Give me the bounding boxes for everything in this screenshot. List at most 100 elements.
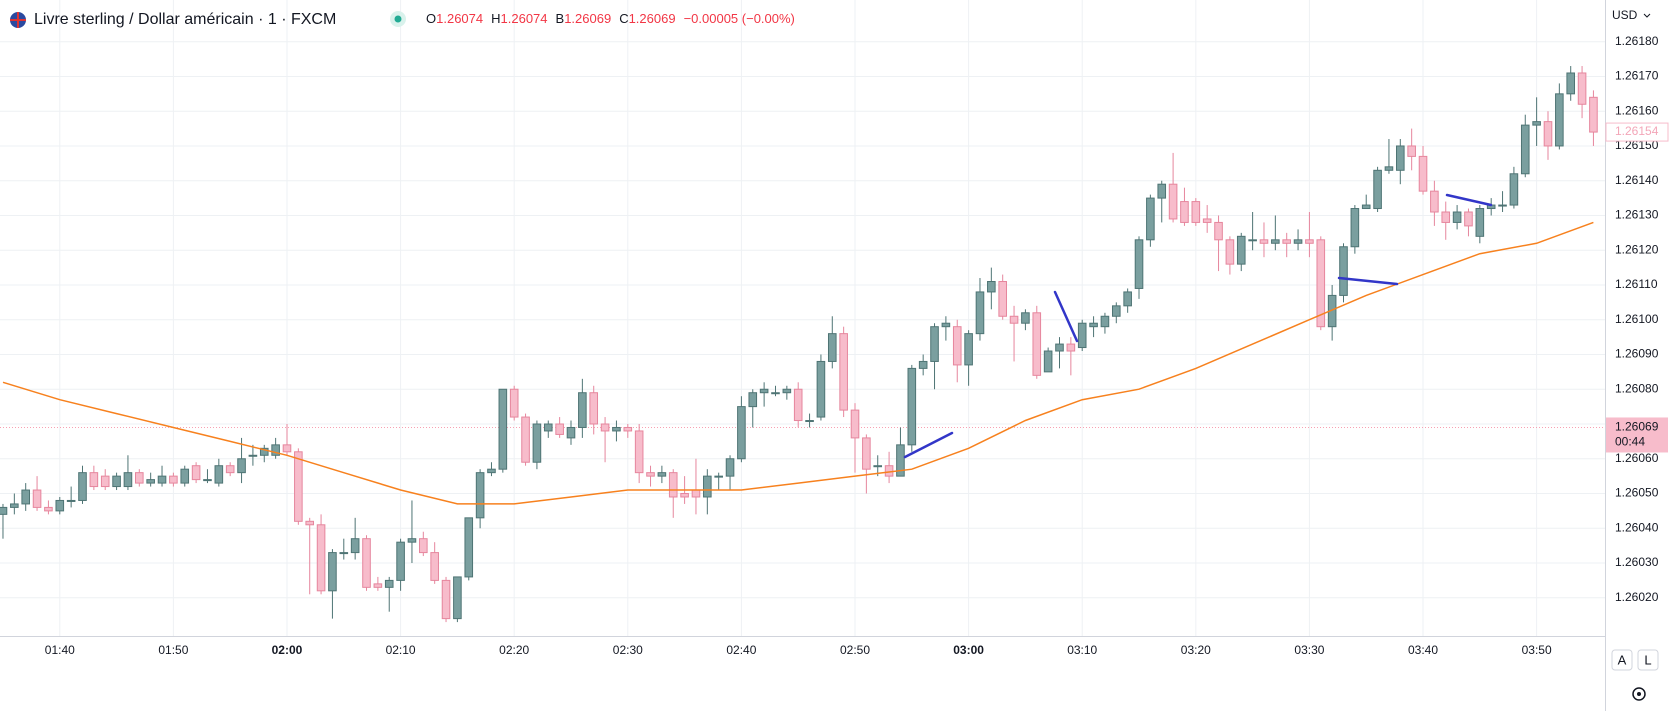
candle-body — [623, 426, 633, 432]
candle-body — [1509, 173, 1519, 206]
candle-body — [498, 388, 508, 470]
ohlc-label: C — [619, 11, 628, 26]
y-tick-label: 1.26170 — [1615, 69, 1659, 83]
candle-body — [305, 520, 315, 526]
candle-body — [1316, 239, 1326, 328]
candle-body — [1305, 239, 1314, 244]
candle-body — [464, 517, 474, 578]
auto-scale-label[interactable]: A — [1618, 652, 1627, 667]
trend-line[interactable] — [903, 431, 954, 459]
currency-caret — [1643, 13, 1651, 18]
x-tick-label: 02:30 — [613, 643, 643, 657]
candle-body — [793, 388, 803, 422]
candle-body — [634, 430, 644, 474]
log-scale-label[interactable]: L — [1644, 652, 1651, 667]
candle-body — [952, 326, 962, 366]
y-tick-label: 1.26020 — [1615, 590, 1659, 604]
y-tick-label: 1.26140 — [1615, 173, 1659, 187]
currency-button[interactable]: USD — [1612, 8, 1638, 22]
candle-body — [1384, 166, 1394, 171]
candle-body — [1566, 72, 1576, 95]
candle-body — [1055, 343, 1064, 352]
x-tick-label: 02:40 — [726, 643, 756, 657]
candle-body — [589, 392, 599, 425]
log-scale-button[interactable] — [1637, 649, 1659, 671]
auto-scale-button[interactable] — [1611, 649, 1633, 671]
candle-body — [384, 579, 394, 588]
candle-body — [782, 388, 792, 394]
candle-body — [44, 506, 53, 512]
candle-body — [737, 406, 746, 460]
y-tick-label: 1.26130 — [1615, 208, 1659, 222]
trend-line[interactable] — [1337, 276, 1399, 286]
candle-body — [1146, 197, 1155, 241]
candle-body — [191, 465, 201, 481]
candle-body — [987, 281, 996, 293]
candle-body — [691, 489, 701, 498]
y-tick-label: 1.26030 — [1615, 555, 1659, 569]
candle-body — [180, 468, 190, 484]
candle-body — [396, 541, 405, 581]
x-tick-label: 03:40 — [1408, 643, 1438, 657]
ohlc-value: 1.26074 — [436, 11, 483, 26]
candle-body — [998, 281, 1007, 317]
candle-body — [1100, 315, 1110, 328]
settings-button[interactable] — [1632, 687, 1646, 701]
candle-body — [816, 360, 826, 418]
candle-body — [543, 423, 553, 432]
candle-body — [555, 423, 564, 435]
candle-body — [1123, 291, 1132, 307]
candle-body — [566, 426, 576, 439]
symbol-title[interactable]: Livre sterling / Dollar américain · 1 · … — [34, 11, 336, 28]
x-tick-label: 02:50 — [840, 643, 870, 657]
y-tick-label: 1.26050 — [1615, 486, 1659, 500]
candle-body — [509, 388, 519, 418]
candle-body — [123, 472, 133, 488]
candle-body — [214, 465, 224, 484]
candle-body — [157, 475, 167, 484]
candle-body — [612, 426, 621, 432]
candle-body — [1498, 204, 1507, 207]
current-price-label: 1.26069 — [1615, 420, 1659, 434]
candle-body — [1475, 208, 1485, 237]
moving-average — [2, 221, 1594, 505]
plot-area — [0, 0, 1605, 636]
candle-body — [407, 538, 417, 543]
candle-body — [805, 420, 814, 423]
candle-body — [1350, 208, 1360, 248]
candle-body — [1555, 93, 1564, 147]
candle-body — [975, 291, 985, 335]
y-tick-label: 1.26150 — [1615, 138, 1659, 152]
candle-body — [112, 475, 121, 488]
y-tick-label: 1.26120 — [1615, 242, 1659, 256]
candle-body — [10, 503, 19, 508]
trend-line[interactable] — [1445, 193, 1493, 207]
drawings[interactable] — [903, 193, 1493, 459]
candle-body — [294, 451, 303, 522]
candle-body — [1520, 124, 1530, 175]
trend-line[interactable] — [1053, 290, 1079, 343]
x-tick-label: 01:40 — [45, 643, 75, 657]
candle-body — [1089, 322, 1098, 328]
candle-body — [316, 524, 326, 592]
x-tick-label: 02:20 — [499, 643, 529, 657]
ohlc-value: 1.26069 — [564, 11, 611, 26]
last-price-label: 1.26154 — [1615, 124, 1659, 138]
y-tick-label: 1.26080 — [1615, 381, 1659, 395]
candle-body — [850, 409, 860, 439]
candle-body — [1577, 72, 1587, 105]
candle-body — [918, 360, 928, 369]
candle-body — [32, 489, 42, 508]
candle-body — [703, 475, 712, 498]
candle-body — [1111, 305, 1121, 317]
ohlc-value: 1.26074 — [501, 11, 548, 26]
candle-body — [1134, 239, 1144, 289]
candle-body — [827, 333, 837, 362]
candle-body — [1214, 221, 1223, 241]
candle-body — [759, 388, 769, 394]
y-tick-label: 1.26090 — [1615, 347, 1659, 361]
candle-body — [532, 423, 542, 463]
last-price-tag — [1605, 122, 1669, 142]
y-tick-label: 1.26180 — [1615, 34, 1659, 48]
candle-body — [350, 538, 360, 554]
